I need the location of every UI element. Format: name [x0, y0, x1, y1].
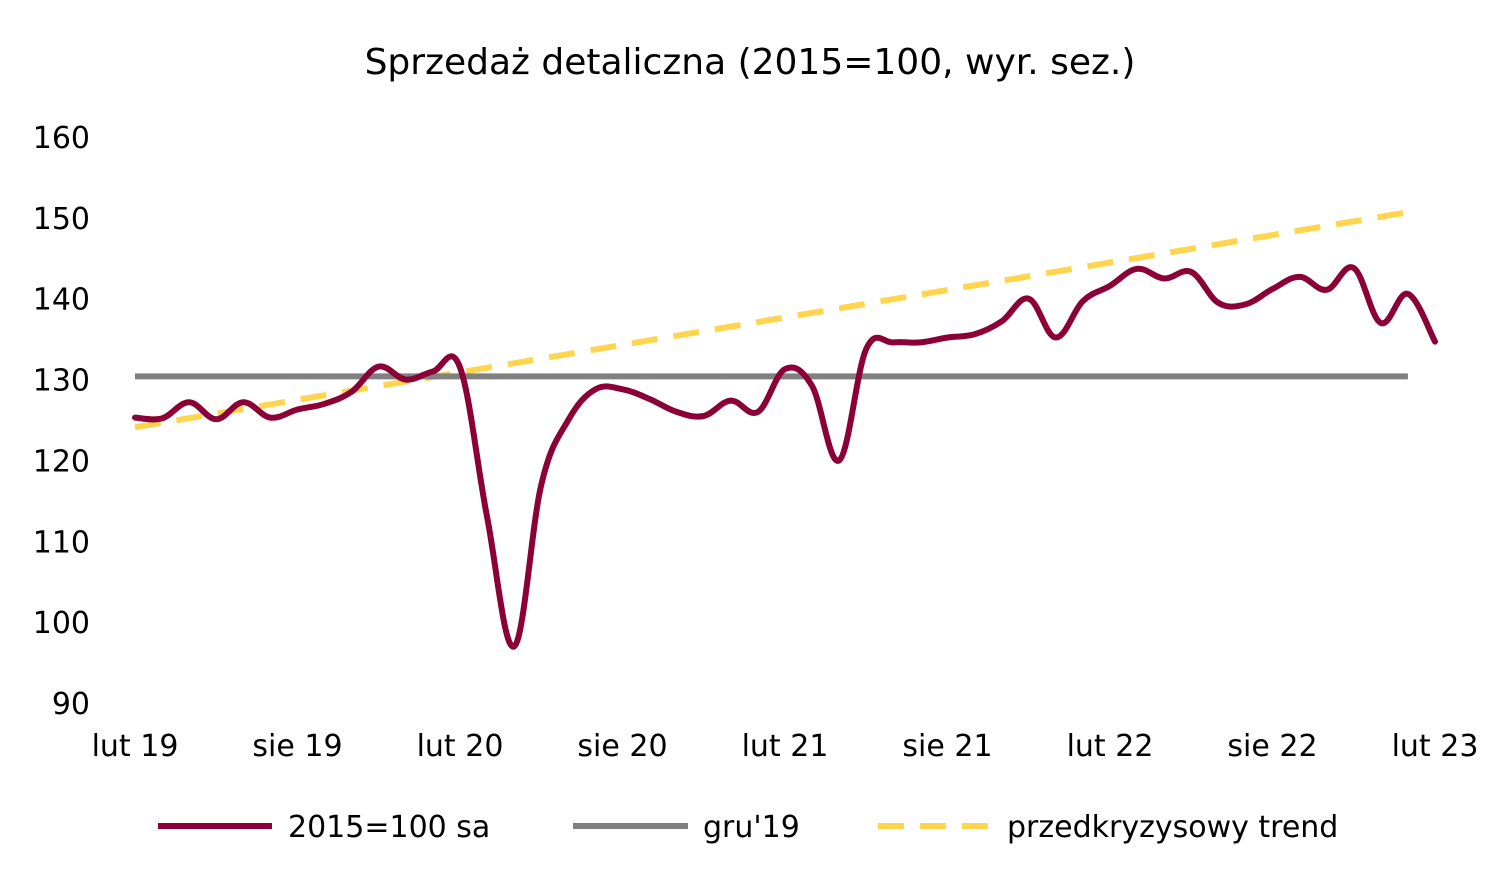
x-tick-label: sie 20 [577, 729, 667, 764]
x-axis: lut 19 sie 19 lut 20 sie 20 lut 21 sie 21 lut … [92, 729, 1479, 764]
x-tick-label: lut 19 [92, 729, 179, 764]
y-tick-label: 100 [33, 606, 90, 641]
x-tick-label: lut 23 [1392, 729, 1479, 764]
x-tick-label: sie 22 [1227, 729, 1317, 764]
x-tick-label: lut 22 [1067, 729, 1154, 764]
y-tick-label: 130 [33, 364, 90, 399]
legend-label: 2015=100 sa [288, 810, 490, 845]
y-tick-label: 120 [33, 444, 90, 479]
y-tick-label: 150 [33, 202, 90, 237]
y-tick-label: 160 [33, 121, 90, 156]
series-line-retail-sales [132, 264, 1438, 650]
legend-label: gru'19 [703, 810, 800, 845]
y-tick-label: 140 [33, 283, 90, 318]
legend: 2015=100 sa gru'19 przedkryzysowy trend [158, 810, 1338, 845]
legend-label: przedkryzysowy trend [1007, 810, 1338, 845]
plot-area [132, 209, 1438, 650]
x-tick-label: lut 21 [742, 729, 829, 764]
x-tick-label: sie 21 [902, 729, 992, 764]
x-tick-label: lut 20 [417, 729, 504, 764]
y-tick-label: 110 [33, 525, 90, 560]
x-tick-label: sie 19 [252, 729, 342, 764]
y-axis: 90 100 110 120 130 140 150 160 [33, 121, 90, 722]
chart-title: Sprzedaż detaliczna (2015=100, wyr. sez.… [365, 42, 1136, 83]
y-tick-label: 90 [52, 687, 90, 722]
